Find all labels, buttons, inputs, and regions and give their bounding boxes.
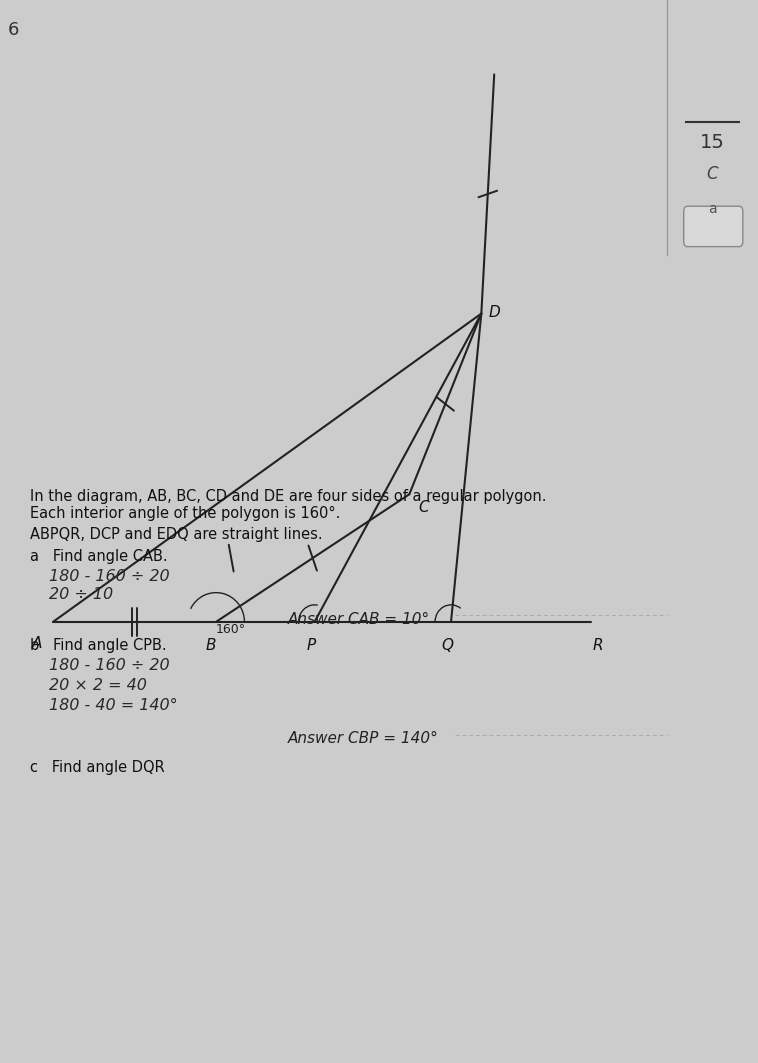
Text: B: B — [205, 638, 216, 653]
Text: 180 - 160 ÷ 20: 180 - 160 ÷ 20 — [49, 569, 170, 584]
Text: a: a — [708, 202, 717, 216]
Text: In the diagram, AB, BC, CD and DE are four sides of a regular polygon.: In the diagram, AB, BC, CD and DE are fo… — [30, 489, 547, 504]
Text: R: R — [593, 638, 603, 653]
Text: 20 ÷ 10: 20 ÷ 10 — [49, 587, 114, 602]
Text: C: C — [418, 500, 429, 514]
Text: 20 × 2 = 40: 20 × 2 = 40 — [49, 678, 147, 693]
Text: 15: 15 — [700, 133, 725, 152]
Text: Each interior angle of the polygon is 160°.: Each interior angle of the polygon is 16… — [30, 506, 340, 521]
Text: 160°: 160° — [216, 623, 246, 636]
Text: Q: Q — [441, 638, 453, 653]
Text: D: D — [489, 305, 501, 320]
Text: Answer CAB = 10°: Answer CAB = 10° — [288, 612, 431, 627]
Text: P: P — [306, 638, 315, 653]
Text: c   Find angle DQR: c Find angle DQR — [30, 760, 165, 775]
Text: Answer CBP = 140°: Answer CBP = 140° — [288, 731, 439, 746]
Text: b   Find angle CPB.: b Find angle CPB. — [30, 638, 167, 653]
Text: 180 - 160 ÷ 20: 180 - 160 ÷ 20 — [49, 658, 170, 673]
Text: 180 - 40 = 140°: 180 - 40 = 140° — [49, 698, 178, 713]
Text: a   Find angle CAB.: a Find angle CAB. — [30, 549, 168, 563]
FancyBboxPatch shape — [684, 206, 743, 247]
Text: C: C — [706, 165, 719, 183]
Text: A: A — [31, 636, 42, 651]
Text: ABPQR, DCP and EDQ are straight lines.: ABPQR, DCP and EDQ are straight lines. — [30, 527, 323, 542]
Text: 6: 6 — [8, 21, 19, 39]
